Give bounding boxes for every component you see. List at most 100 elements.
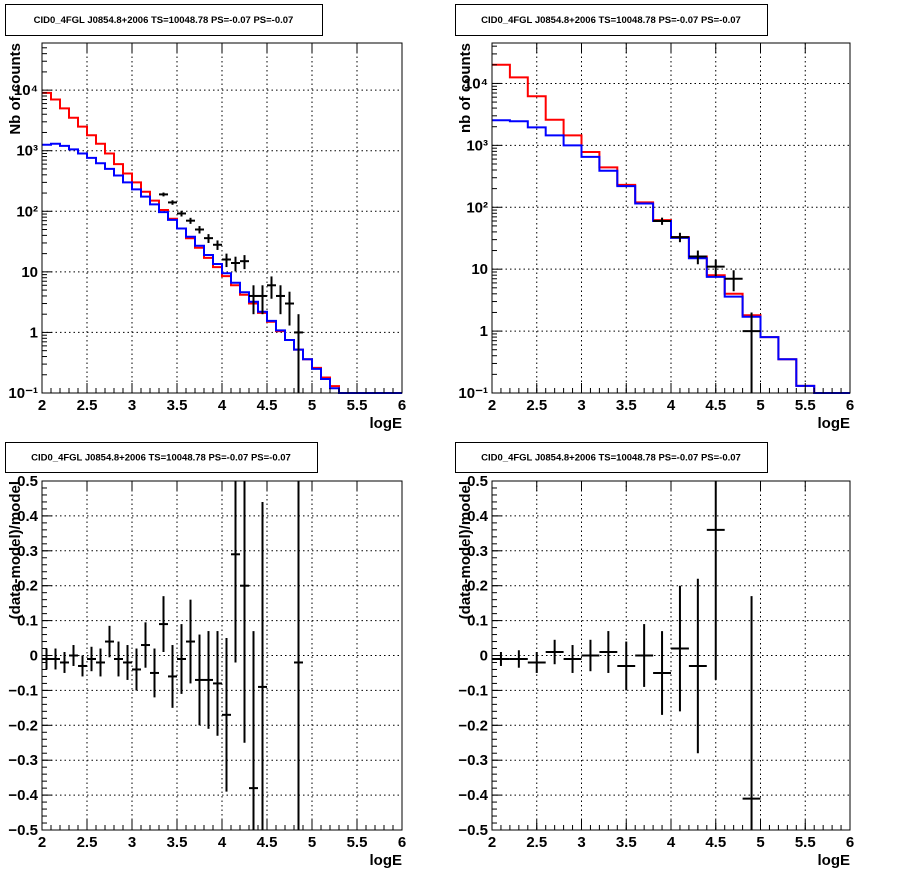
x-axis-label: logE [818, 852, 851, 869]
x-tick-label: 5.5 [795, 397, 816, 414]
y-tick-label: 0.4 [17, 508, 39, 525]
x-tick-label: 5 [756, 834, 764, 851]
chart-panel-4: CID0_4FGL J0854.8+2006 TS=10048.78 PS=-0… [455, 442, 854, 869]
data-point [114, 641, 123, 677]
data-point [195, 226, 204, 234]
data-point [231, 481, 240, 663]
data-point [545, 639, 564, 665]
y-axis-label: (data-model)/model [457, 481, 474, 619]
data-point [294, 314, 303, 393]
y-tick-label: 10³ [16, 143, 38, 160]
x-tick-label: 3.5 [616, 834, 637, 851]
data-point [249, 285, 258, 315]
y-tick-label: 0.4 [467, 508, 489, 525]
data-point [671, 232, 689, 243]
data-point [168, 645, 177, 708]
y-tick-label: −0.1 [458, 682, 488, 699]
data-point [240, 255, 249, 270]
y-axis-label: (data-model)/model [7, 481, 24, 619]
x-tick-label: 6 [398, 834, 406, 851]
y-tick-label: 1 [30, 324, 38, 341]
y-tick-label: 0.3 [17, 543, 38, 560]
y-tick-label: 0.2 [467, 578, 488, 595]
x-tick-label: 6 [398, 397, 406, 414]
data-point [653, 217, 671, 225]
chart-title: CID0_4FGL J0854.8+2006 TS=10048.78 PS=-0… [34, 15, 294, 26]
y-tick-label: 0 [30, 648, 38, 665]
data-point [105, 625, 114, 658]
x-tick-label: 3.5 [167, 834, 188, 851]
x-axis-label: logE [370, 852, 403, 869]
y-tick-label: 10⁻¹ [458, 385, 488, 402]
x-tick-label: 3 [577, 834, 585, 851]
y-tick-label: 0.3 [467, 543, 488, 560]
x-tick-label: 2 [488, 397, 496, 414]
x-tick-label: 3.5 [616, 397, 637, 414]
x-tick-label: 3 [128, 397, 136, 414]
title-box [5, 4, 323, 36]
y-tick-label: 0.1 [17, 613, 38, 630]
y-tick-label: 10 [21, 264, 38, 281]
data-point [706, 259, 725, 277]
data-point [87, 646, 96, 672]
x-tick-label: 3.5 [167, 397, 188, 414]
data-point [267, 276, 276, 299]
y-tick-label: 10² [466, 199, 488, 216]
data-point [742, 312, 761, 393]
data-point [177, 210, 186, 217]
chart-title: CID0_4FGL J0854.8+2006 TS=10048.78 PS=-0… [481, 453, 741, 464]
x-tick-label: 4.5 [705, 397, 726, 414]
data-point [706, 481, 725, 680]
x-tick-label: 4 [218, 834, 227, 851]
x-tick-label: 6 [846, 834, 854, 851]
data-point [132, 648, 141, 691]
y-tick-label: −0.1 [8, 682, 38, 699]
data-point [688, 250, 707, 265]
x-tick-label: 5 [308, 834, 316, 851]
y-tick-label: −0.3 [8, 752, 38, 769]
plot-frame [491, 480, 851, 831]
y-tick-label: 10² [16, 203, 38, 220]
data-point [141, 622, 150, 668]
data-point [258, 501, 267, 830]
x-tick-label: 3 [128, 834, 136, 851]
data-point [240, 481, 249, 743]
data-point [635, 624, 654, 687]
y-tick-label: −0.2 [458, 717, 488, 734]
data-point [724, 270, 743, 292]
x-tick-label: 5.5 [347, 397, 368, 414]
y-tick-label: −0.3 [458, 752, 488, 769]
data-point [204, 631, 213, 729]
y-tick-label: 0.5 [467, 473, 488, 490]
data-point [96, 648, 105, 677]
y-tick-label: 10⁴ [464, 75, 488, 92]
data-point [204, 234, 213, 243]
data-point [177, 624, 186, 694]
data-point [69, 645, 78, 666]
chart-panel-2: CID0_4FGL J0854.8+2006 TS=10048.78 PS=-0… [455, 4, 854, 432]
data-point [258, 285, 267, 315]
data-point [581, 639, 600, 672]
x-tick-label: 6 [846, 397, 854, 414]
y-tick-label: 10⁴ [14, 82, 38, 99]
y-tick-label: 0.5 [17, 473, 38, 490]
data-point [671, 585, 689, 712]
data-point [186, 599, 195, 684]
data-point [168, 200, 177, 205]
y-tick-label: 0 [480, 648, 488, 665]
data-point [159, 596, 168, 653]
y-tick-label: −0.5 [8, 822, 38, 839]
x-tick-label: 4 [667, 834, 676, 851]
y-tick-label: 10⁻¹ [8, 385, 38, 402]
data-point [213, 631, 222, 736]
data-point [509, 650, 528, 668]
data-point [222, 253, 231, 268]
y-tick-label: 0.1 [467, 613, 488, 630]
x-tick-label: 5.5 [795, 834, 816, 851]
y-tick-label: −0.2 [8, 717, 38, 734]
data-point [195, 634, 204, 726]
x-tick-label: 4.5 [257, 834, 278, 851]
model-histogram-blue [42, 142, 402, 394]
x-tick-label: 2 [488, 834, 496, 851]
chart-title: CID0_4FGL J0854.8+2006 TS=10048.78 PS=-0… [31, 453, 291, 464]
